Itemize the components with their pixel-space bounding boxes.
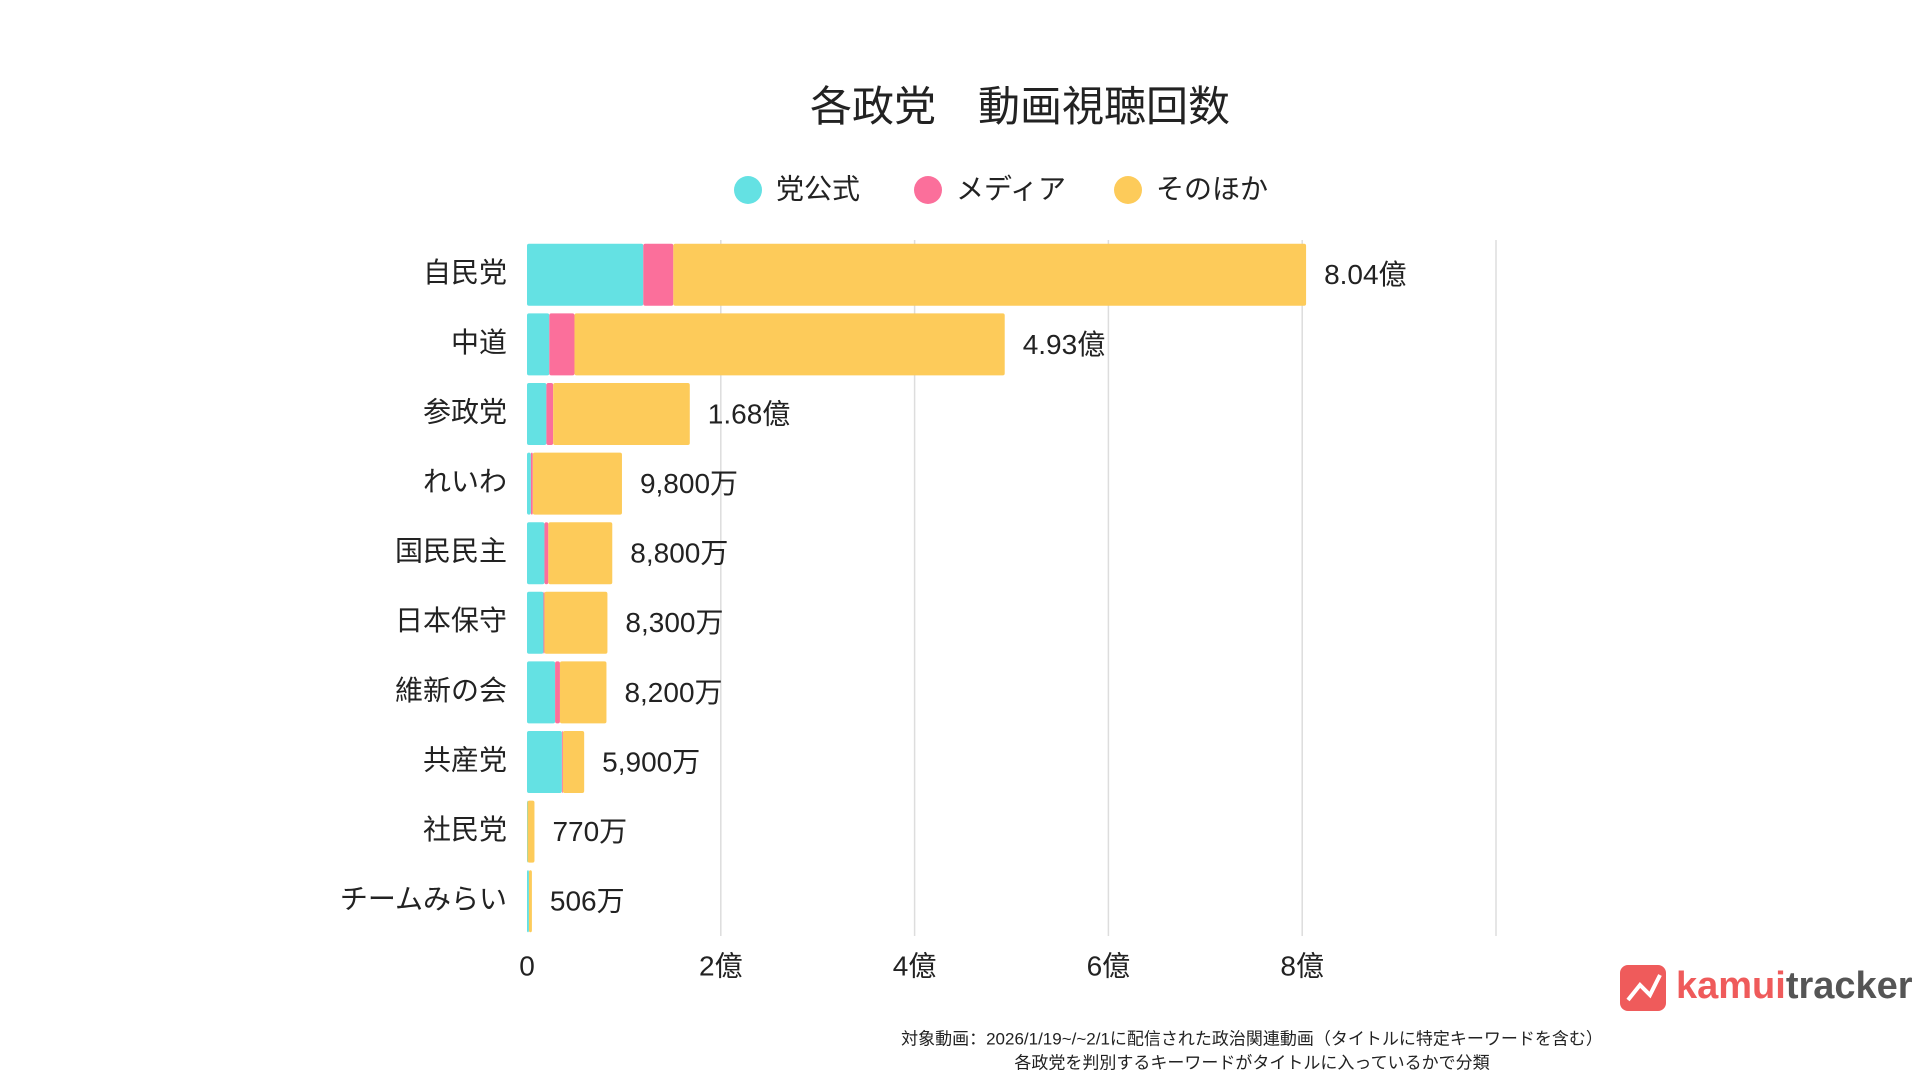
logo-product: tracker [1786, 965, 1913, 1007]
y-tick-label: 日本保守 [395, 605, 507, 636]
data-label: 770万 [552, 816, 627, 847]
logo-text: kamuitracker [1676, 965, 1913, 1007]
data-label: 506万 [550, 886, 625, 917]
x-tick-label: 2億 [699, 950, 743, 981]
bar-segment [532, 452, 622, 515]
legend-marker [1114, 176, 1142, 204]
bar-segment [527, 870, 529, 933]
bar-segment [548, 522, 613, 585]
bar-segment [527, 591, 544, 654]
bar-segment [574, 313, 1005, 376]
data-label: 9,800万 [640, 468, 738, 499]
bar-segment [553, 383, 690, 445]
legend-label: 党公式 [776, 173, 860, 204]
y-tick-label: 中道 [451, 327, 507, 358]
y-tick-label: チームみらい [340, 884, 507, 915]
bar-segment [527, 383, 547, 445]
bar-segment [546, 383, 554, 445]
chart-title: 各政党 動画視聴回数 [810, 83, 1230, 130]
data-label: 4.93億 [1023, 329, 1106, 360]
logo: kamuitracker [1620, 965, 1913, 1011]
bar-segment [549, 313, 575, 376]
footnote: 対象動画：2026/1/19~/~2/1に配信された政治関連動画（タイトルに特定… [901, 1029, 1603, 1048]
y-tick-label: れいわ [423, 466, 507, 497]
data-label: 8,300万 [625, 607, 723, 638]
bar-segment [527, 731, 562, 793]
bar-segment [555, 661, 560, 724]
y-tick-label: 共産党 [423, 744, 507, 775]
x-tick-label: 8億 [1280, 950, 1324, 981]
logo-icon-line [1626, 974, 1662, 1002]
legend-label: メディア [956, 173, 1066, 204]
legend-marker [734, 176, 762, 204]
bar-segment [527, 522, 545, 585]
bar-segment [530, 452, 533, 515]
data-label: 8,200万 [624, 677, 722, 708]
y-tick-label: 国民民主 [395, 536, 507, 567]
legend-marker [914, 176, 942, 204]
bar-segment [561, 731, 563, 793]
y-tick-label: 参政党 [423, 396, 507, 427]
bar-segment [527, 800, 535, 863]
x-tick-label: 0 [519, 950, 535, 981]
bar-segment [527, 313, 550, 376]
y-tick-label: 自民党 [423, 257, 507, 288]
data-label: 1.68億 [708, 398, 791, 429]
x-tick-label: 6億 [1087, 950, 1131, 981]
bar-segment [543, 591, 545, 654]
legend-label: そのほか [1156, 173, 1268, 204]
x-tick-label: 4億 [893, 950, 937, 981]
bar-segment [544, 591, 608, 654]
bar-segment [527, 661, 556, 724]
data-label: 8,800万 [630, 538, 728, 569]
data-label: 8.04億 [1324, 259, 1407, 290]
bar-segment [527, 452, 531, 515]
y-tick-label: 社民党 [423, 814, 507, 845]
bar-segment [544, 522, 549, 585]
data-label: 5,900万 [602, 746, 700, 777]
bar-segment [559, 661, 607, 724]
bar-segment [673, 243, 1307, 306]
bar-segment [527, 243, 644, 306]
logo-brand: kamui [1676, 965, 1786, 1007]
bar-segment [562, 731, 585, 793]
bar-segment [528, 870, 532, 933]
y-tick-label: 維新の会 [395, 675, 507, 706]
footnote: 各政党を判別するキーワードがタイトルに入っているかで分類 [1014, 1053, 1489, 1072]
bar-segment [643, 243, 674, 306]
